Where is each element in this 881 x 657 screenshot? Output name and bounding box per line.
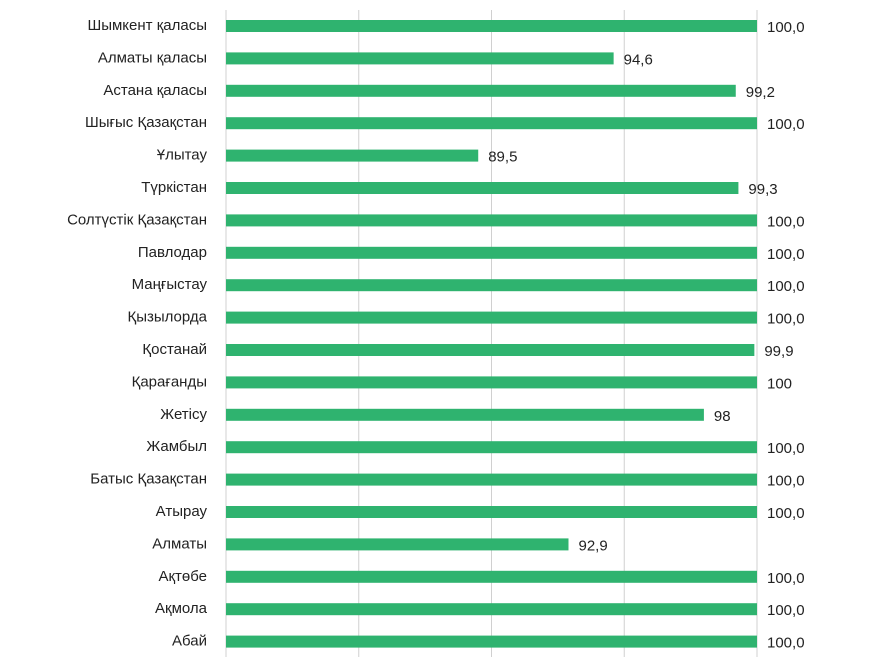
value-label: 100,0 xyxy=(767,246,805,263)
value-label: 99,3 xyxy=(748,181,777,198)
y-tick-label: Астана қаласы xyxy=(103,82,207,99)
y-tick-label: Павлодар xyxy=(138,244,207,261)
y-tick-label: Ақмола xyxy=(155,600,208,617)
bar xyxy=(226,538,569,551)
y-tick-label: Түркістан xyxy=(141,179,207,196)
value-label: 100 xyxy=(767,375,792,392)
value-label: 99,2 xyxy=(746,84,775,101)
bar xyxy=(226,473,757,486)
value-label: 100,0 xyxy=(767,278,805,295)
y-tick-label: Қызылорда xyxy=(127,309,207,326)
bar xyxy=(226,246,757,259)
value-label: 100,0 xyxy=(767,19,805,36)
y-tick-label: Солтүстік Қазақстан xyxy=(67,211,207,228)
value-label: 100,0 xyxy=(767,473,805,490)
y-tick-label: Атырау xyxy=(156,503,208,520)
bar xyxy=(226,570,757,583)
y-tick-label: Батыс Қазақстан xyxy=(90,471,207,488)
bar xyxy=(226,603,757,616)
bar xyxy=(226,20,757,32)
y-tick-label: Қостанай xyxy=(142,341,207,358)
value-label: 100,0 xyxy=(767,635,805,652)
bar xyxy=(226,214,757,227)
value-label: 99,9 xyxy=(764,343,793,360)
value-label: 100,0 xyxy=(767,116,805,133)
value-label: 94,6 xyxy=(624,51,653,68)
y-tick-label: Қарағанды xyxy=(132,373,207,390)
bar xyxy=(226,182,739,194)
value-label: 98 xyxy=(714,408,731,425)
bar xyxy=(226,279,757,292)
value-label: 100,0 xyxy=(767,570,805,587)
bar xyxy=(226,635,757,648)
y-tick-label: Алматы xyxy=(152,535,207,552)
y-tick-label: Шымкент қаласы xyxy=(87,17,207,34)
value-label: 92,9 xyxy=(578,537,607,554)
bar xyxy=(226,311,757,324)
y-tick-label: Жамбыл xyxy=(146,438,207,455)
y-tick-label: Шығыс Қазақстан xyxy=(85,114,207,131)
y-tick-label: Ақтөбе xyxy=(158,568,207,585)
bar xyxy=(226,117,757,130)
value-label: 100,0 xyxy=(767,440,805,457)
bar xyxy=(226,52,614,65)
y-tick-label: Абай xyxy=(172,633,207,650)
bar xyxy=(226,84,736,97)
bar xyxy=(226,376,757,389)
bar xyxy=(226,344,755,356)
bar xyxy=(226,506,757,518)
value-label: 100,0 xyxy=(767,311,805,328)
bar xyxy=(226,441,757,454)
bar xyxy=(226,149,479,162)
bar xyxy=(226,408,704,421)
value-label: 100,0 xyxy=(767,505,805,522)
y-tick-label: Ұлытау xyxy=(157,147,208,164)
y-tick-label: Алматы қаласы xyxy=(98,49,207,66)
value-label: 100,0 xyxy=(767,602,805,619)
value-label: 100,0 xyxy=(767,213,805,230)
y-tick-label: Жетісу xyxy=(160,406,207,423)
value-label: 89,5 xyxy=(488,149,517,166)
y-tick-label: Маңғыстау xyxy=(132,276,208,293)
